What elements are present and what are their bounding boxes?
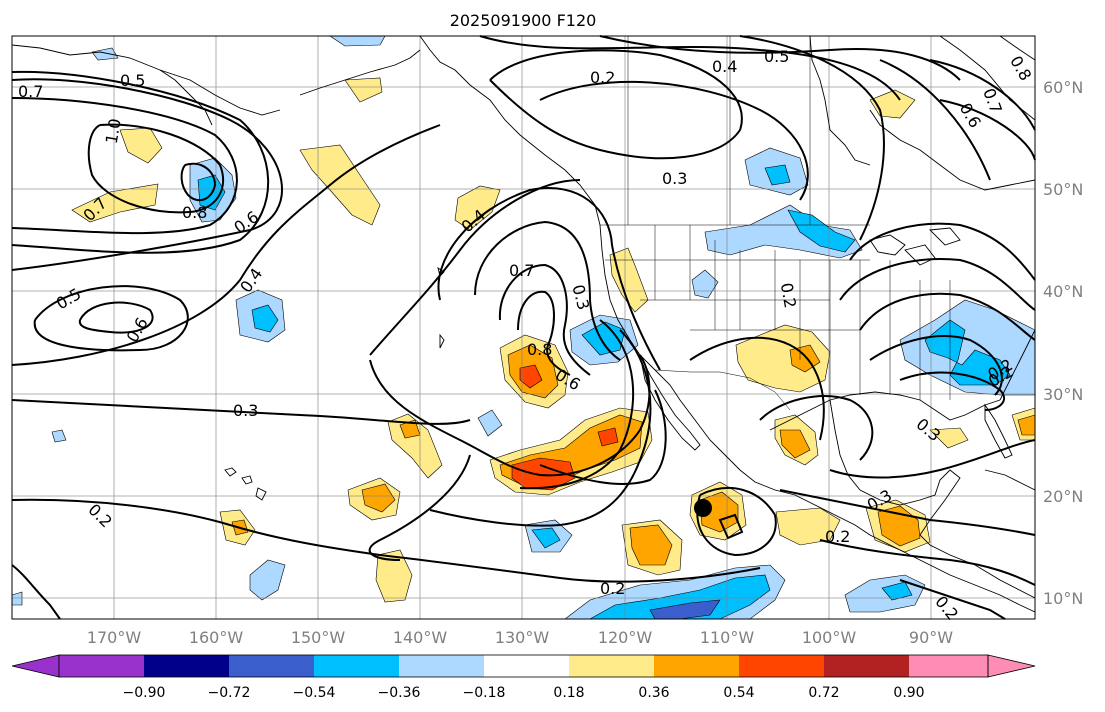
colorbar-tick-label: −0.36 (378, 685, 421, 701)
positive-anomaly-patch (629, 524, 673, 566)
lon-tick-labels: 170°W 160°W 150°W 140°W 130°W 120°W 110°… (87, 628, 953, 647)
colorbar-tick-label: 0.72 (808, 685, 839, 701)
lat-tick-label: 60°N (1043, 78, 1083, 97)
colorbar-segment (569, 655, 654, 677)
lat-tick-label: 20°N (1043, 487, 1083, 506)
contour-label: 1.0 (102, 117, 125, 145)
colorbar: −0.90 −0.72 −0.54 −0.36 −0.18 0.18 0.36 … (11, 654, 1036, 701)
positive-anomaly-patch (929, 427, 969, 449)
positive-anomaly-patch (597, 427, 619, 447)
colorbar-segment (314, 655, 399, 677)
positive-anomaly-patch (387, 413, 443, 479)
negative-anomaly-patch (764, 164, 791, 186)
storm-center-dot (694, 499, 712, 517)
figure-title: 2025091900 F120 (450, 11, 597, 30)
colorbar-tick-label: 0.90 (893, 685, 924, 701)
colorbar-segment (399, 655, 484, 677)
colorbar-tick-label: 0.36 (638, 685, 669, 701)
contour-label: 0.8 (527, 340, 552, 359)
map-panel: 0.5 0.7 1.0 0.7 0.8 0.6 0.4 0.5 0.6 0.3 … (11, 35, 1036, 624)
colorbar-segment (654, 655, 739, 677)
map-frame (11, 35, 1036, 620)
contour-label: 0.2 (600, 579, 625, 598)
colorbar-tick-label: −0.72 (208, 685, 251, 701)
colorbar-segment (909, 655, 988, 677)
positive-anomaly-patch (344, 77, 383, 103)
lon-tick-label: 170°W (87, 628, 142, 647)
colorbar-tick-label: 0.18 (553, 685, 584, 701)
lat-tick-label: 50°N (1043, 180, 1083, 199)
colorbar-segment (229, 655, 314, 677)
colorbar-segment (484, 655, 569, 677)
contour-label: 0.7 (509, 261, 534, 280)
lon-tick-label: 140°W (393, 628, 448, 647)
contour-label: 0.3 (662, 169, 687, 188)
colorbar-tick-label: 0.54 (723, 685, 754, 701)
positive-anomaly-patch (609, 247, 649, 313)
contour-label: 0.3 (233, 401, 258, 420)
positive-anomaly-patch (454, 185, 501, 231)
negative-anomaly-patch (51, 429, 67, 443)
lat-tick-labels: 60°N 50°N 40°N 30°N 20°N 10°N (1043, 78, 1083, 608)
contour-label: 0.2 (777, 281, 800, 309)
contour-lines (11, 35, 1036, 620)
lat-tick-label: 10°N (1043, 589, 1083, 608)
contour-label: 0.2 (825, 527, 850, 546)
positive-anomaly-patch (375, 549, 413, 603)
negative-anomaly-patch (881, 581, 913, 601)
colorbar-segment (739, 655, 824, 677)
lon-tick-label: 90°W (909, 628, 953, 647)
colorbar-tick-label: −0.90 (123, 685, 166, 701)
colorbar-tick-label: −0.54 (293, 685, 336, 701)
negative-anomaly-patch (251, 304, 279, 333)
positive-anomaly-patch (735, 324, 831, 393)
contour-label: 0.8 (182, 203, 207, 222)
negative-anomaly-patch (477, 409, 503, 437)
negative-anomaly-patch (249, 559, 286, 601)
positive-anomaly-patch (71, 183, 159, 223)
positive-anomaly-patch (519, 364, 543, 389)
contour-label: 0.5 (764, 47, 789, 66)
contour-label: 0.7 (18, 82, 43, 101)
contour-label: 0.4 (712, 57, 737, 76)
positive-anomaly-patch (779, 429, 811, 459)
lon-tick-label: 130°W (495, 628, 550, 647)
colorbar-segment (824, 655, 909, 677)
negative-anomaly-patch (581, 321, 626, 356)
positive-anomaly-patch (361, 483, 396, 513)
lon-tick-label: 100°W (802, 628, 857, 647)
lon-tick-label: 110°W (700, 628, 755, 647)
lat-tick-label: 40°N (1043, 282, 1083, 301)
lat-tick-label: 30°N (1043, 385, 1083, 404)
colorbar-tick-label: −0.18 (463, 685, 506, 701)
political-borders (600, 36, 951, 411)
contour-label: 0.2 (590, 68, 615, 87)
colorbar-ticks: −0.90 −0.72 −0.54 −0.36 −0.18 0.18 0.36 … (123, 685, 925, 701)
shaded-anomaly-fields (11, 35, 1036, 620)
colorbar-segment (144, 655, 229, 677)
colorbar-extend-high (987, 654, 1036, 678)
colorbar-segment (59, 655, 144, 677)
negative-anomaly-patch (787, 209, 856, 253)
lon-tick-label: 160°W (189, 628, 244, 647)
lon-tick-label: 150°W (291, 628, 346, 647)
negative-anomaly-patch (588, 574, 771, 620)
negative-anomaly-patch (91, 47, 119, 61)
contour-label: 0.5 (120, 71, 145, 90)
colorbar-outline (58, 654, 989, 678)
lon-tick-label: 120°W (598, 628, 653, 647)
colorbar-extend-low (11, 654, 60, 678)
negative-anomaly-patch (531, 527, 561, 549)
